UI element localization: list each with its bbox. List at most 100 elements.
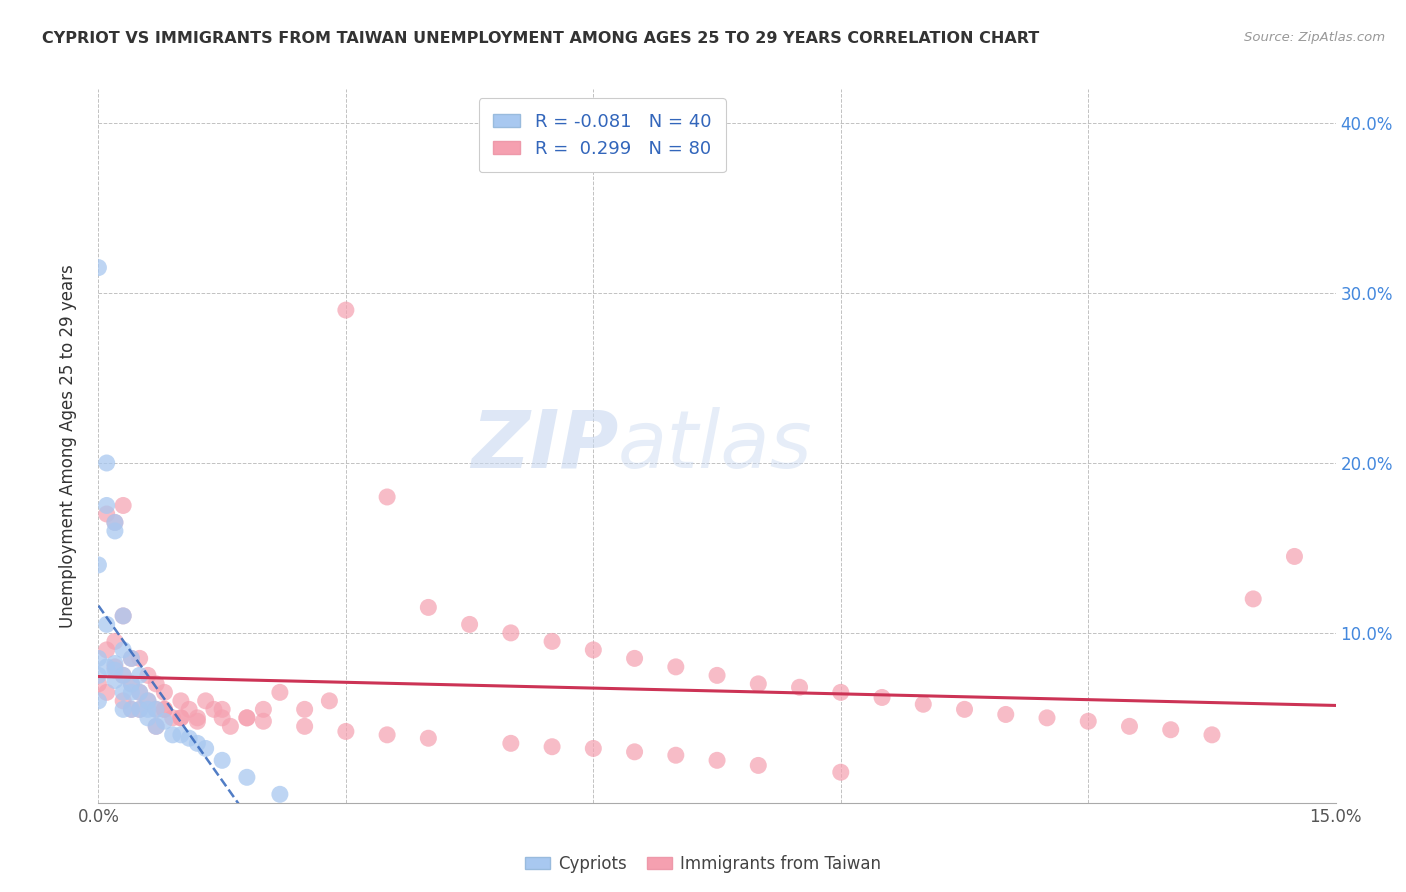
Point	[145, 719, 167, 733]
Point	[112, 643, 135, 657]
Point	[104, 663, 127, 677]
Point	[128, 685, 150, 699]
Point	[236, 711, 259, 725]
Point	[153, 714, 176, 729]
Point	[128, 668, 150, 682]
Point	[104, 660, 127, 674]
Point	[112, 668, 135, 682]
Text: atlas: atlas	[619, 407, 813, 485]
Point	[136, 694, 159, 708]
Point	[120, 685, 142, 699]
Point	[128, 702, 150, 716]
Point	[120, 651, 142, 665]
Point	[789, 680, 811, 694]
Point	[112, 668, 135, 682]
Point	[136, 711, 159, 725]
Point	[499, 736, 522, 750]
Point	[1118, 719, 1140, 733]
Point	[87, 260, 110, 275]
Point	[153, 685, 176, 699]
Point	[269, 685, 291, 699]
Text: CYPRIOT VS IMMIGRANTS FROM TAIWAN UNEMPLOYMENT AMONG AGES 25 TO 29 YEARS CORRELA: CYPRIOT VS IMMIGRANTS FROM TAIWAN UNEMPL…	[42, 31, 1039, 46]
Point	[162, 728, 184, 742]
Point	[186, 711, 208, 725]
Point	[318, 694, 340, 708]
Point	[582, 741, 605, 756]
Point	[87, 677, 110, 691]
Point	[170, 711, 193, 725]
Point	[211, 702, 233, 716]
Point	[252, 702, 274, 716]
Point	[170, 728, 193, 742]
Point	[211, 711, 233, 725]
Point	[912, 698, 935, 712]
Point	[252, 714, 274, 729]
Point	[87, 651, 110, 665]
Point	[96, 643, 118, 657]
Point	[1241, 591, 1264, 606]
Point	[1284, 549, 1306, 564]
Point	[145, 677, 167, 691]
Point	[104, 673, 127, 688]
Point	[96, 507, 118, 521]
Point	[211, 753, 233, 767]
Point	[1077, 714, 1099, 729]
Point	[128, 685, 150, 699]
Point	[112, 694, 135, 708]
Point	[665, 748, 688, 763]
Point	[335, 724, 357, 739]
Point	[236, 711, 259, 725]
Point	[145, 702, 167, 716]
Point	[87, 668, 110, 682]
Y-axis label: Unemployment Among Ages 25 to 29 years: Unemployment Among Ages 25 to 29 years	[59, 264, 77, 628]
Point	[145, 702, 167, 716]
Point	[194, 694, 217, 708]
Point	[202, 702, 225, 716]
Point	[706, 668, 728, 682]
Point	[541, 634, 564, 648]
Point	[1201, 728, 1223, 742]
Point	[335, 303, 357, 318]
Point	[499, 626, 522, 640]
Point	[179, 731, 201, 746]
Point	[706, 753, 728, 767]
Point	[104, 657, 127, 671]
Point	[128, 651, 150, 665]
Point	[582, 643, 605, 657]
Point	[294, 719, 316, 733]
Point	[104, 516, 127, 530]
Point	[120, 677, 142, 691]
Point	[830, 685, 852, 699]
Text: Source: ZipAtlas.com: Source: ZipAtlas.com	[1244, 31, 1385, 45]
Point	[120, 702, 142, 716]
Point	[87, 694, 110, 708]
Point	[541, 739, 564, 754]
Legend: R = -0.081   N = 40, R =  0.299   N = 80: R = -0.081 N = 40, R = 0.299 N = 80	[478, 98, 725, 172]
Point	[623, 745, 645, 759]
Point	[1160, 723, 1182, 737]
Point	[870, 690, 893, 705]
Point	[136, 702, 159, 716]
Point	[96, 456, 118, 470]
Point	[830, 765, 852, 780]
Point	[104, 634, 127, 648]
Point	[665, 660, 688, 674]
Point	[145, 719, 167, 733]
Point	[162, 711, 184, 725]
Point	[458, 617, 481, 632]
Point	[418, 731, 440, 746]
Point	[994, 707, 1017, 722]
Point	[153, 702, 176, 716]
Point	[96, 685, 118, 699]
Text: ZIP: ZIP	[471, 407, 619, 485]
Point	[112, 608, 135, 623]
Point	[179, 702, 201, 716]
Point	[112, 685, 135, 699]
Point	[104, 524, 127, 538]
Point	[112, 702, 135, 716]
Point	[120, 651, 142, 665]
Point	[375, 490, 398, 504]
Point	[1036, 711, 1059, 725]
Point	[104, 516, 127, 530]
Point	[375, 728, 398, 742]
